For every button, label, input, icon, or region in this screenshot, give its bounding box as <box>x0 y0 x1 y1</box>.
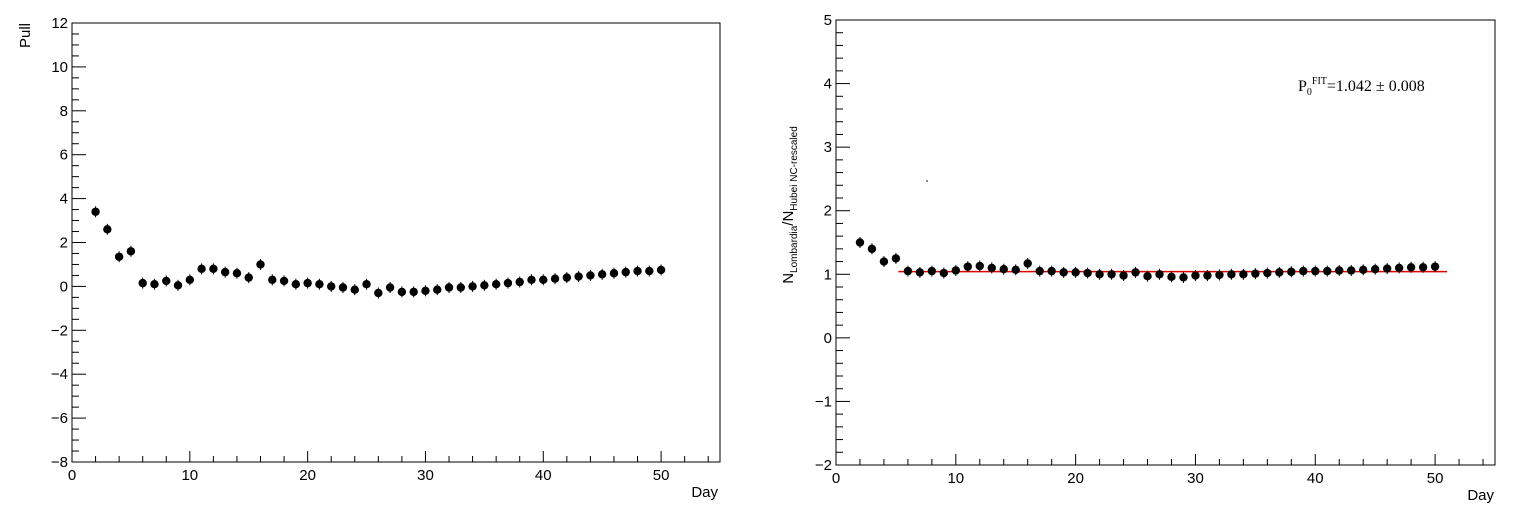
pull-x-tick-label: 20 <box>299 467 316 484</box>
pull-y-tick-label: 10 <box>51 59 68 76</box>
pull-x-tick-label: 0 <box>68 467 76 484</box>
ratio-x-tick-label: 20 <box>1067 470 1084 487</box>
ratio-y-axis-title: NLombardia/NHubei NC-rescaled <box>780 126 800 284</box>
ratio-x-tick-label: 10 <box>947 470 964 487</box>
pull-x-tick-label: 50 <box>653 467 670 484</box>
pull-x-tick-label: 10 <box>181 467 198 484</box>
pull-y-tick-label: 2 <box>60 235 68 252</box>
ratio-y-tick-label: 0 <box>824 330 832 347</box>
pull-y-tick-label: 8 <box>60 103 68 120</box>
ratio-y-tick-label: −2 <box>815 457 832 474</box>
pull-y-tick-label: 12 <box>51 15 68 32</box>
ratio-x-tick-label: 30 <box>1187 470 1204 487</box>
ratio-y-tick-label: 2 <box>824 203 832 220</box>
pull-y-tick-label: 4 <box>60 191 68 208</box>
ratio-x-tick-label: 50 <box>1427 470 1444 487</box>
ratio-y-tick-label: 1 <box>824 266 832 283</box>
ratio-plot-frame <box>835 19 1496 466</box>
fit-result-label: P0FIT=1.042 ± 0.008 <box>1298 76 1425 98</box>
ratio-x-tick-label: 0 <box>832 470 840 487</box>
ratio-x-axis-title: Day <box>1467 487 1494 504</box>
pull-x-axis-title: Day <box>691 484 718 501</box>
ratio-y-tick-label: 3 <box>824 139 832 156</box>
ratio-y-tick-label: 4 <box>824 76 832 93</box>
pull-y-tick-label: −6 <box>51 410 68 427</box>
pull-chart: 0 10 20 30 40 50 −8 −6 −4 −2 0 2 4 6 8 10 12 Pull Day <box>17 15 721 501</box>
pull-y-tick-label: 6 <box>60 147 68 164</box>
pull-plot-frame <box>71 22 721 463</box>
pull-y-tick-label: −4 <box>51 366 68 383</box>
ratio-y-tick-label: 5 <box>824 12 832 29</box>
pull-x-tick-label: 30 <box>417 467 434 484</box>
pull-y-tick-label: 0 <box>60 278 68 295</box>
pull-y-tick-label: −2 <box>51 322 68 339</box>
stray-dot <box>926 180 928 182</box>
pull-y-axis-title: Pull <box>17 23 34 48</box>
pull-y-tick-label: −8 <box>51 454 68 471</box>
ratio-chart: 0 10 20 30 40 50 −2 −1 0 1 2 3 4 5 NLombardia/NHubei … <box>780 12 1496 504</box>
pull-x-tick-label: 40 <box>535 467 552 484</box>
ratio-x-tick-label: 40 <box>1307 470 1324 487</box>
ratio-y-tick-label: −1 <box>815 393 832 410</box>
